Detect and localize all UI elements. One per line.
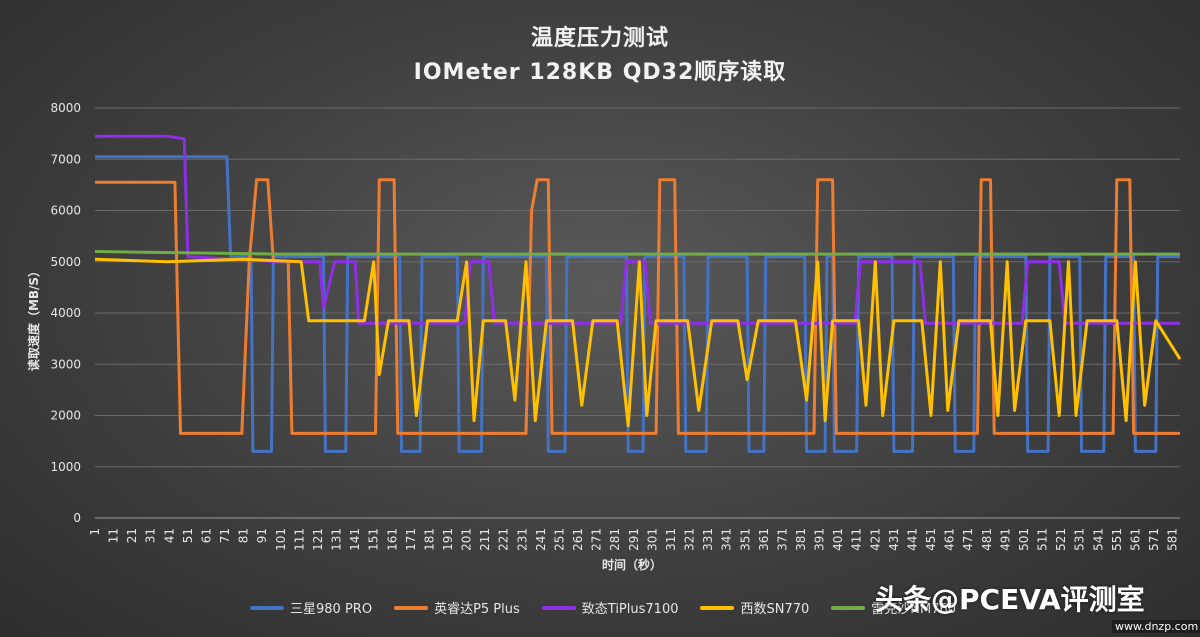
- legend-item: 三星980 PRO: [250, 598, 372, 617]
- legend-swatch: [831, 605, 866, 610]
- x-tick-label: 411: [850, 528, 864, 551]
- x-tick-label: 541: [1091, 528, 1105, 551]
- x-tick-label: 41: [162, 528, 176, 543]
- x-tick-label: 301: [645, 528, 659, 551]
- x-tick-label: 71: [218, 528, 232, 543]
- x-tick-label: 11: [107, 528, 121, 543]
- x-tick-label: 201: [460, 528, 474, 551]
- legend-item: 雷克沙NM760: [831, 598, 956, 617]
- x-axis-label: 时间（秒）: [602, 557, 662, 572]
- grid-lines: [95, 107, 1180, 519]
- x-tick-label: 341: [720, 528, 734, 551]
- y-tick-labels: 0 1000 2000 3000 4000 5000 6000 7000 8000: [50, 101, 81, 525]
- x-tick-label: 131: [330, 528, 344, 551]
- y-tick-label: 5000: [50, 255, 81, 269]
- legend-swatch: [250, 605, 284, 610]
- x-tick-label: 291: [627, 528, 641, 551]
- x-tick-label: 101: [274, 528, 288, 551]
- x-tick-label: 421: [868, 528, 882, 551]
- x-tick-label: 51: [181, 528, 195, 543]
- y-tick-label: 7000: [50, 152, 81, 166]
- x-tick-label: 281: [608, 528, 622, 551]
- chart-title: 温度压力测试: [530, 26, 669, 51]
- watermark: 头条@PCEVA评测室: [875, 583, 1145, 616]
- x-tick-label: 111: [292, 528, 306, 551]
- x-tick-label: 471: [961, 528, 975, 551]
- x-tick-label: 431: [887, 528, 901, 551]
- x-tick-label: 461: [943, 528, 957, 551]
- x-tick-label: 181: [422, 528, 436, 551]
- x-tick-label: 581: [1166, 528, 1180, 551]
- y-tick-label: 8000: [50, 101, 81, 115]
- x-tick-label: 371: [775, 528, 789, 551]
- legend-label: 雷克沙NM760: [871, 602, 957, 617]
- x-tick-label: 171: [404, 528, 418, 551]
- x-tick-label: 241: [534, 528, 548, 551]
- chart-subtitle: IOMeter 128KB QD32顺序读取: [413, 60, 787, 85]
- x-tick-label: 551: [1110, 528, 1124, 551]
- legend-item: 英睿达P5 Plus: [394, 598, 520, 617]
- x-tick-label: 571: [1147, 528, 1161, 551]
- x-tick-label: 21: [125, 528, 139, 543]
- series-line-2: [95, 178, 1180, 435]
- x-tick-labels: 1 11 21 31 41 51 61 71 81 91 101 111 121 131 141 151 161…: [88, 528, 1180, 551]
- x-tick-label: 61: [199, 528, 213, 543]
- x-tick-label: 251: [552, 528, 566, 551]
- x-tick-label: 351: [738, 528, 752, 551]
- chart-legend: 三星980 PRO 英睿达P5 Plus 致态TiPlus7100 西数SN770 雷克…: [250, 598, 956, 617]
- x-tick-label: 531: [1073, 528, 1087, 551]
- y-tick-label: 3000: [50, 357, 81, 371]
- y-tick-label: 0: [73, 511, 81, 525]
- x-tick-label: 401: [831, 528, 845, 551]
- legend-swatch: [394, 605, 429, 610]
- x-tick-label: 391: [813, 528, 827, 551]
- y-tick-label: 6000: [50, 204, 81, 218]
- x-tick-label: 81: [237, 528, 251, 543]
- x-tick-label: 331: [701, 528, 715, 551]
- x-tick-label: 361: [757, 528, 771, 551]
- y-tick-label: 1000: [50, 460, 81, 474]
- x-tick-label: 31: [144, 528, 158, 543]
- legend-label: 三星980 PRO: [290, 602, 373, 617]
- watermark-url: www.dnzp.com: [1112, 620, 1200, 633]
- x-tick-label: 231: [515, 528, 529, 551]
- x-tick-label: 141: [348, 528, 362, 551]
- x-tick-label: 211: [478, 528, 492, 551]
- x-tick-label: 261: [571, 528, 585, 551]
- x-tick-label: 561: [1128, 528, 1142, 551]
- legend-swatch: [700, 605, 735, 610]
- legend-label: 西数SN770: [740, 602, 810, 617]
- x-tick-label: 481: [980, 528, 994, 551]
- x-tick-label: 121: [311, 528, 325, 551]
- legend-item: 致态TiPlus7100: [541, 598, 679, 617]
- x-tick-label: 451: [924, 528, 938, 551]
- x-tick-label: 91: [255, 528, 269, 543]
- series-line-4: [94, 257, 1182, 428]
- y-tick-label: 2000: [50, 409, 81, 423]
- x-tick-label: 191: [441, 528, 455, 551]
- x-tick-label: 381: [794, 528, 808, 551]
- x-tick-label: 441: [905, 528, 919, 551]
- y-axis-label: 读取速度（MB/S）: [26, 265, 41, 371]
- x-tick-label: 161: [385, 528, 399, 551]
- x-tick-label: 501: [1017, 528, 1031, 551]
- x-tick-label: 1: [88, 528, 102, 536]
- x-tick-label: 221: [497, 528, 511, 551]
- legend-label: 致态TiPlus7100: [581, 602, 679, 617]
- x-tick-label: 521: [1054, 528, 1068, 551]
- legend-label: 英睿达P5 Plus: [434, 602, 520, 617]
- legend-item: 西数SN770: [700, 598, 809, 617]
- x-tick-label: 271: [590, 528, 604, 551]
- x-tick-label: 511: [1036, 528, 1050, 551]
- x-tick-label: 491: [998, 528, 1012, 551]
- y-tick-label: 4000: [50, 306, 81, 320]
- series-line-5: [94, 250, 1180, 256]
- x-tick-label: 311: [664, 528, 678, 551]
- legend-swatch: [541, 605, 576, 610]
- series-lines: [94, 134, 1182, 453]
- x-tick-label: 321: [683, 528, 697, 551]
- x-tick-label: 151: [367, 528, 381, 551]
